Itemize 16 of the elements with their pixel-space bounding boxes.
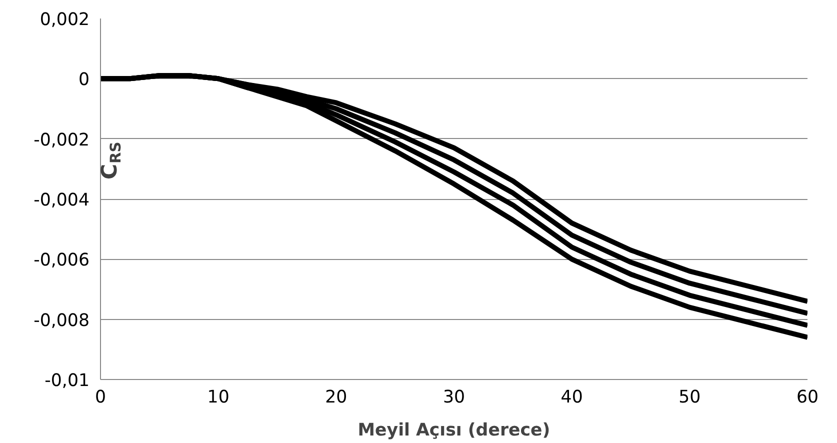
x-tick-label: 20: [325, 388, 348, 408]
x-tick-label: 50: [678, 388, 701, 408]
y-tick-label: -0,006: [34, 250, 90, 271]
y-tick-label: 0,002: [40, 10, 90, 30]
x-tick-label: 0: [94, 388, 106, 408]
x-tick-label: 40: [560, 388, 583, 408]
y-tick-label: -0,004: [34, 190, 90, 210]
x-axis-title: Meyil Açısı (derece): [358, 420, 550, 440]
y-tick-label: -0,002: [34, 130, 90, 150]
y-tick-label: 0: [78, 70, 90, 90]
x-tick-label: 60: [796, 388, 819, 408]
x-tick-label: 30: [442, 388, 466, 408]
y-tick-label: -0,01: [44, 371, 90, 391]
x-tick-label: 10: [207, 388, 230, 408]
y-axis-title: CRS: [98, 142, 124, 180]
y-tick-label: -0,008: [34, 310, 90, 331]
